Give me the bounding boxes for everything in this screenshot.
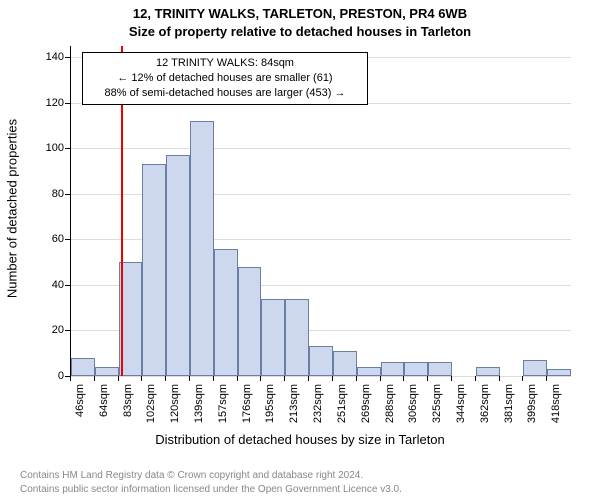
xtick-label: 46sqm bbox=[74, 384, 86, 434]
bar bbox=[476, 367, 500, 376]
annotation-box: 12 TRINITY WALKS: 84sqm ← 12% of detache… bbox=[82, 52, 368, 105]
y-axis-label: Number of detached properties bbox=[5, 44, 20, 374]
chart-title-line2: Size of property relative to detached ho… bbox=[0, 24, 600, 39]
ytick-label: 80 bbox=[36, 188, 64, 200]
xtick-label: 251sqm bbox=[336, 384, 348, 434]
footer-line2: Contains public sector information licen… bbox=[20, 484, 402, 495]
bar bbox=[238, 267, 262, 376]
bar bbox=[357, 367, 381, 376]
ytick-mark bbox=[65, 330, 70, 331]
xtick-mark bbox=[141, 376, 142, 381]
xtick-label: 288sqm bbox=[384, 384, 396, 434]
gridline bbox=[71, 376, 571, 377]
annotation-line1: 12 TRINITY WALKS: 84sqm bbox=[89, 56, 361, 71]
ytick-label: 100 bbox=[36, 142, 64, 154]
bar bbox=[261, 299, 285, 376]
x-axis-label: Distribution of detached houses by size … bbox=[0, 432, 600, 447]
ytick-label: 0 bbox=[36, 370, 64, 382]
xtick-label: 64sqm bbox=[98, 384, 110, 434]
xtick-mark bbox=[499, 376, 500, 381]
xtick-mark bbox=[356, 376, 357, 381]
figure: 12, TRINITY WALKS, TARLETON, PRESTON, PR… bbox=[0, 0, 600, 500]
ytick-mark bbox=[65, 239, 70, 240]
xtick-mark bbox=[284, 376, 285, 381]
xtick-mark bbox=[260, 376, 261, 381]
xtick-label: 157sqm bbox=[217, 384, 229, 434]
xtick-mark bbox=[165, 376, 166, 381]
xtick-label: 418sqm bbox=[550, 384, 562, 434]
bar bbox=[309, 346, 333, 376]
ytick-label: 140 bbox=[36, 51, 64, 63]
xtick-mark bbox=[546, 376, 547, 381]
xtick-label: 83sqm bbox=[122, 384, 134, 434]
xtick-mark bbox=[427, 376, 428, 381]
bar bbox=[166, 155, 190, 376]
bar bbox=[523, 360, 547, 376]
xtick-mark bbox=[189, 376, 190, 381]
xtick-mark bbox=[475, 376, 476, 381]
ytick-mark bbox=[65, 148, 70, 149]
xtick-label: 139sqm bbox=[193, 384, 205, 434]
ytick-label: 20 bbox=[36, 324, 64, 336]
bar bbox=[95, 367, 119, 376]
xtick-label: 269sqm bbox=[360, 384, 372, 434]
xtick-label: 195sqm bbox=[264, 384, 276, 434]
annotation-line3: 88% of semi-detached houses are larger (… bbox=[89, 86, 361, 101]
xtick-label: 399sqm bbox=[526, 384, 538, 434]
xtick-mark bbox=[213, 376, 214, 381]
xtick-mark bbox=[451, 376, 452, 381]
bar bbox=[214, 249, 238, 376]
xtick-label: 362sqm bbox=[479, 384, 491, 434]
ytick-label: 40 bbox=[36, 279, 64, 291]
xtick-mark bbox=[380, 376, 381, 381]
bar bbox=[404, 362, 428, 376]
footer-line1: Contains HM Land Registry data © Crown c… bbox=[20, 470, 363, 481]
xtick-label: 381sqm bbox=[503, 384, 515, 434]
bar bbox=[547, 369, 571, 376]
ytick-label: 120 bbox=[36, 97, 64, 109]
ytick-mark bbox=[65, 57, 70, 58]
bar bbox=[428, 362, 452, 376]
bar bbox=[285, 299, 309, 376]
xtick-label: 176sqm bbox=[241, 384, 253, 434]
xtick-mark bbox=[308, 376, 309, 381]
xtick-label: 306sqm bbox=[407, 384, 419, 434]
xtick-label: 102sqm bbox=[145, 384, 157, 434]
xtick-label: 120sqm bbox=[169, 384, 181, 434]
ytick-mark bbox=[65, 103, 70, 104]
chart-title-line1: 12, TRINITY WALKS, TARLETON, PRESTON, PR… bbox=[0, 6, 600, 21]
xtick-mark bbox=[522, 376, 523, 381]
bar bbox=[190, 121, 214, 376]
bar bbox=[381, 362, 405, 376]
xtick-label: 325sqm bbox=[431, 384, 443, 434]
ytick-mark bbox=[65, 285, 70, 286]
bar bbox=[142, 164, 166, 376]
xtick-mark bbox=[70, 376, 71, 381]
gridline bbox=[71, 148, 571, 149]
xtick-label: 213sqm bbox=[288, 384, 300, 434]
xtick-mark bbox=[118, 376, 119, 381]
bar bbox=[333, 351, 357, 376]
xtick-label: 344sqm bbox=[455, 384, 467, 434]
xtick-mark bbox=[332, 376, 333, 381]
xtick-mark bbox=[94, 376, 95, 381]
bar bbox=[71, 358, 95, 376]
ytick-label: 60 bbox=[36, 233, 64, 245]
xtick-mark bbox=[403, 376, 404, 381]
xtick-mark bbox=[237, 376, 238, 381]
annotation-line2: ← 12% of detached houses are smaller (61… bbox=[89, 71, 361, 86]
xtick-label: 232sqm bbox=[312, 384, 324, 434]
ytick-mark bbox=[65, 194, 70, 195]
